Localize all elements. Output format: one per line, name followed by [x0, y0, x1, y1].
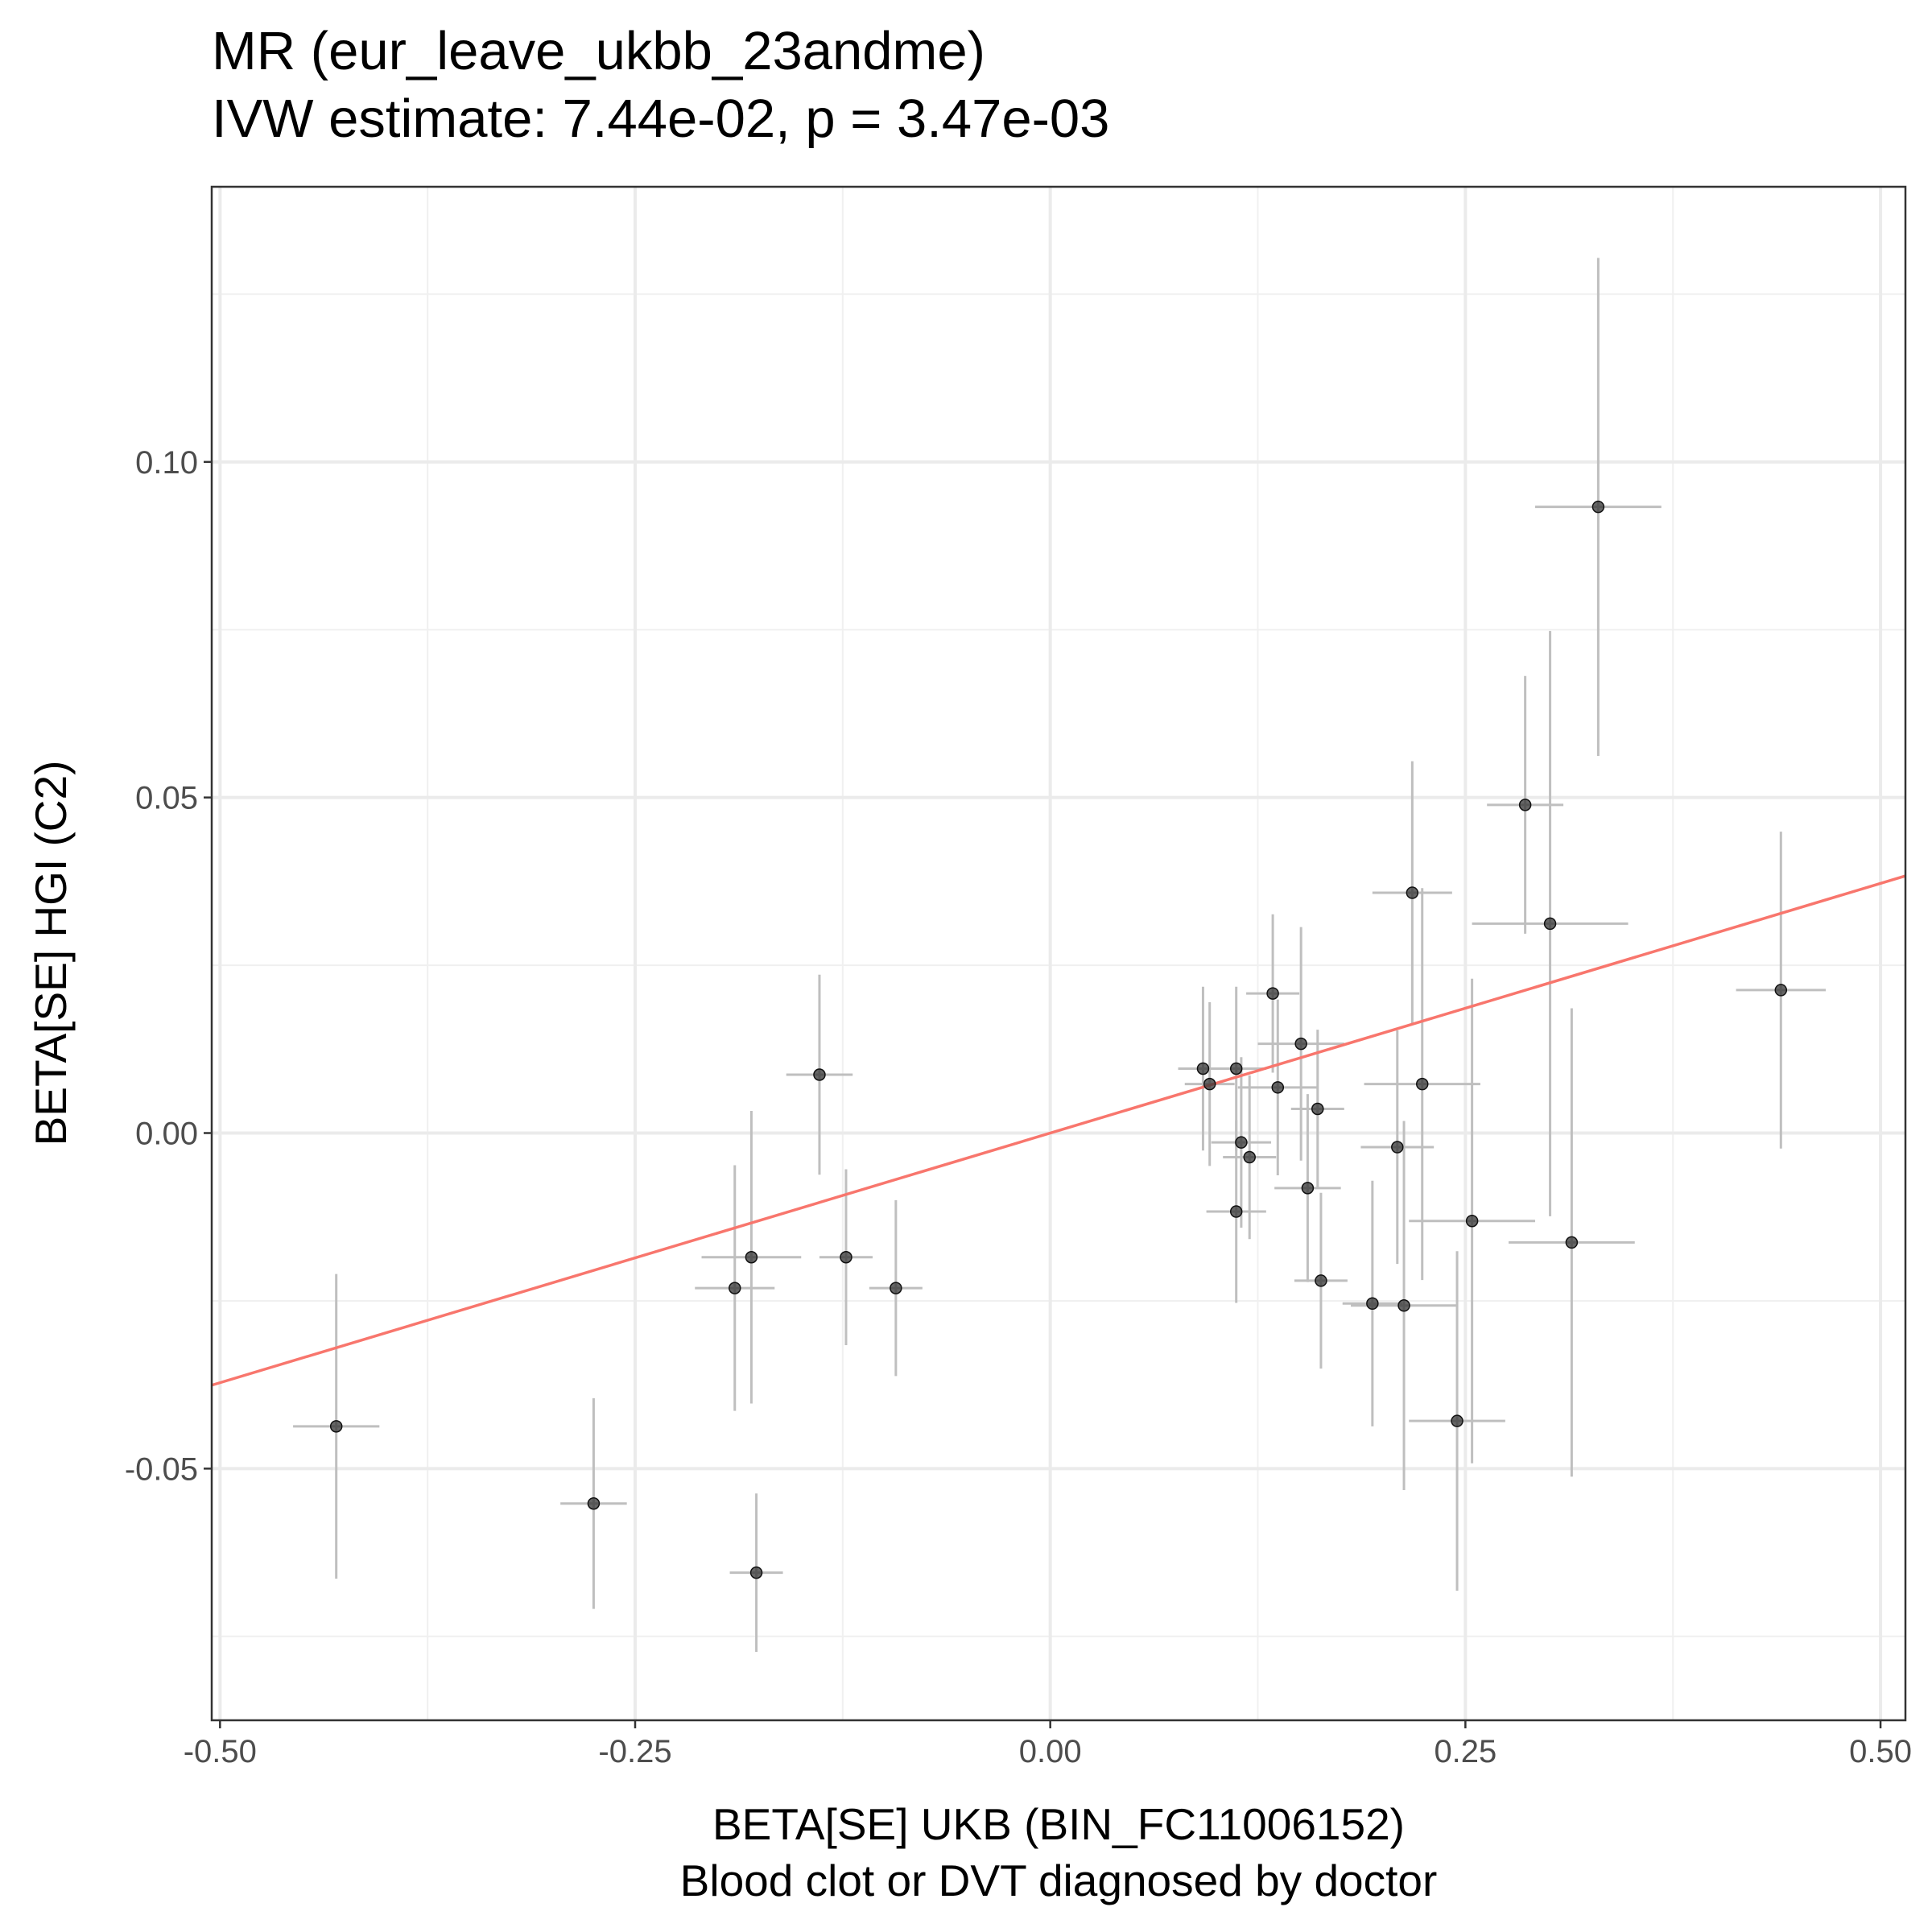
y-tick-label: 0.10 [135, 445, 198, 481]
ivw-regression-line [211, 874, 1906, 1387]
data-point [1518, 799, 1532, 811]
data-point [1366, 1297, 1379, 1311]
data-point [813, 1068, 826, 1081]
data-point [1391, 1141, 1404, 1154]
x-tick-label: 0.00 [1019, 1734, 1082, 1769]
y-tick-label: -0.05 [125, 1451, 198, 1487]
data-point [1196, 1062, 1210, 1075]
data-point [1301, 1182, 1315, 1195]
x-tick-label: 0.25 [1434, 1734, 1496, 1769]
data-point [745, 1250, 758, 1264]
data-point [1465, 1214, 1479, 1228]
data-points [329, 500, 1788, 1579]
data-point [1397, 1299, 1410, 1312]
data-point [1203, 1077, 1216, 1091]
data-point [1294, 1037, 1307, 1051]
plot-panel-border [210, 185, 1907, 1722]
data-point [729, 1282, 741, 1294]
data-point [1243, 1150, 1256, 1164]
x-tick-label: 0.50 [1849, 1734, 1912, 1769]
x-tick-label: -0.25 [598, 1734, 671, 1769]
plot-panel-background [212, 187, 1905, 1720]
x-axis-title-line2: Blood clot or DVT diagnosed by doctor [680, 1856, 1438, 1905]
data-point [749, 1566, 763, 1579]
data-point [587, 1496, 601, 1510]
title-block: MR (eur_leave_ukbb_23andme) IVW estimate… [212, 18, 1109, 153]
x-axis-title: BETA[SE] UKB (BIN_FC11006152) [712, 1799, 1405, 1849]
y-axis-title: BETA[SE] HGI (C2) [26, 761, 76, 1146]
x-axis: -0.50 -0.25 0.00 0.25 0.50 [184, 1720, 1912, 1769]
y-axis: -0.05 0.00 0.05 0.10 [125, 445, 212, 1487]
minor-gridlines [212, 187, 1905, 1720]
chart-title: MR (eur_leave_ukbb_23andme) [212, 21, 985, 81]
data-point [1271, 1081, 1285, 1094]
y-tick-label: 0.00 [135, 1117, 198, 1152]
data-point [1311, 1102, 1324, 1116]
data-point [1565, 1236, 1579, 1249]
chart-subtitle: IVW estimate: 7.44e-02, p = 3.47e-03 [212, 89, 1110, 149]
major-gridlines [212, 187, 1905, 1720]
data-point [1415, 1077, 1429, 1091]
data-point [1229, 1062, 1243, 1075]
data-point [1229, 1205, 1243, 1218]
data-point [1315, 1274, 1327, 1287]
data-point [329, 1420, 343, 1433]
data-point [1235, 1136, 1248, 1149]
data-point [840, 1250, 852, 1264]
y-tick-label: 0.05 [135, 781, 198, 816]
data-point [1591, 500, 1605, 514]
data-point [1266, 987, 1279, 1000]
x-tick-label: -0.50 [184, 1734, 257, 1769]
data-point [1774, 984, 1788, 997]
data-point [1451, 1414, 1463, 1427]
data-point [1406, 886, 1419, 899]
data-point [1543, 917, 1557, 931]
ivw-line [211, 874, 1906, 1387]
data-point [890, 1282, 902, 1294]
